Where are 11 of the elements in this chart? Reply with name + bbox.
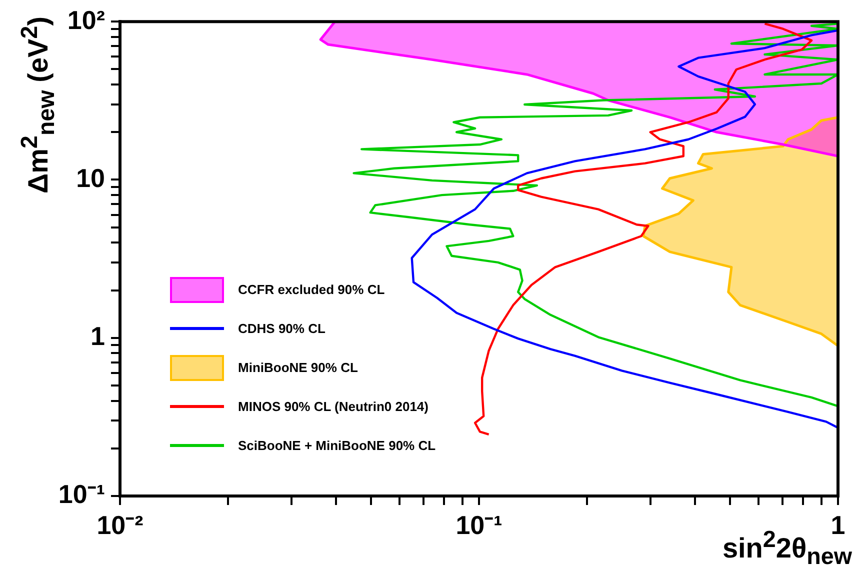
- y-tick-label: 10: [76, 162, 105, 193]
- legend-label: MiniBooNE 90% CL: [238, 360, 358, 375]
- y-tick-label: 1: [90, 321, 105, 352]
- legend-label: MINOS 90% CL (Neutrin0 2014): [238, 399, 428, 414]
- y-tick-label: 10²: [67, 4, 106, 35]
- x-tick-label: 10⁻²: [96, 510, 144, 540]
- legend-label: CDHS 90% CL: [238, 321, 326, 336]
- legend-label: CCFR excluded 90% CL: [238, 282, 385, 297]
- legend-label: SciBooNE + MiniBooNE 90% CL: [238, 438, 436, 453]
- y-tick-label: 10⁻¹: [58, 479, 105, 510]
- x-tick-label: 10⁻¹: [456, 510, 502, 540]
